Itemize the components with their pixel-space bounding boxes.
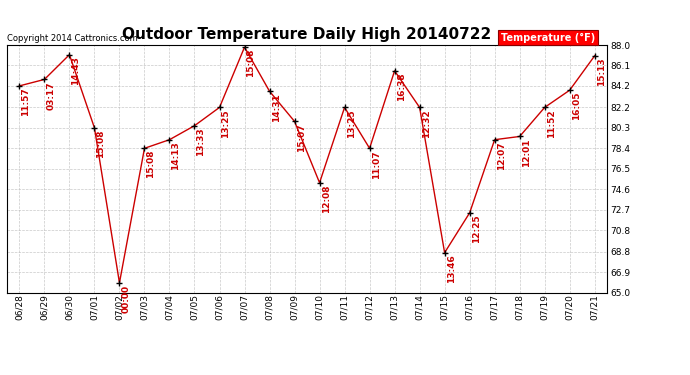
- Text: 16:05: 16:05: [572, 92, 581, 120]
- Text: 11:07: 11:07: [372, 150, 381, 178]
- Text: 13:33: 13:33: [197, 128, 206, 156]
- Text: Copyright 2014 Cattronics.com: Copyright 2014 Cattronics.com: [7, 33, 137, 42]
- Text: 14:43: 14:43: [72, 56, 81, 85]
- Text: 15:08: 15:08: [246, 49, 255, 77]
- Text: 00:00: 00:00: [121, 284, 130, 312]
- Text: 03:17: 03:17: [46, 81, 55, 110]
- Text: 14:13: 14:13: [172, 141, 181, 170]
- Text: 14:31: 14:31: [272, 93, 281, 122]
- Text: 12:01: 12:01: [522, 138, 531, 166]
- Text: 15:07: 15:07: [297, 123, 306, 152]
- Text: 13:25: 13:25: [346, 109, 355, 138]
- Text: 12:25: 12:25: [472, 214, 481, 243]
- Text: 11:52: 11:52: [546, 109, 555, 138]
- Text: 13:46: 13:46: [446, 254, 455, 283]
- Text: 15:08: 15:08: [97, 129, 106, 158]
- Text: 12:32: 12:32: [422, 109, 431, 138]
- Text: 11:57: 11:57: [21, 87, 30, 116]
- Text: 12:07: 12:07: [497, 141, 506, 170]
- Text: 15:08: 15:08: [146, 150, 155, 178]
- Title: Outdoor Temperature Daily High 20140722: Outdoor Temperature Daily High 20140722: [122, 27, 492, 42]
- Text: Temperature (°F): Temperature (°F): [501, 33, 595, 42]
- Text: 15:13: 15:13: [597, 57, 606, 86]
- Text: 13:25: 13:25: [221, 109, 230, 138]
- Text: 16:38: 16:38: [397, 72, 406, 101]
- Text: 12:08: 12:08: [322, 184, 331, 213]
